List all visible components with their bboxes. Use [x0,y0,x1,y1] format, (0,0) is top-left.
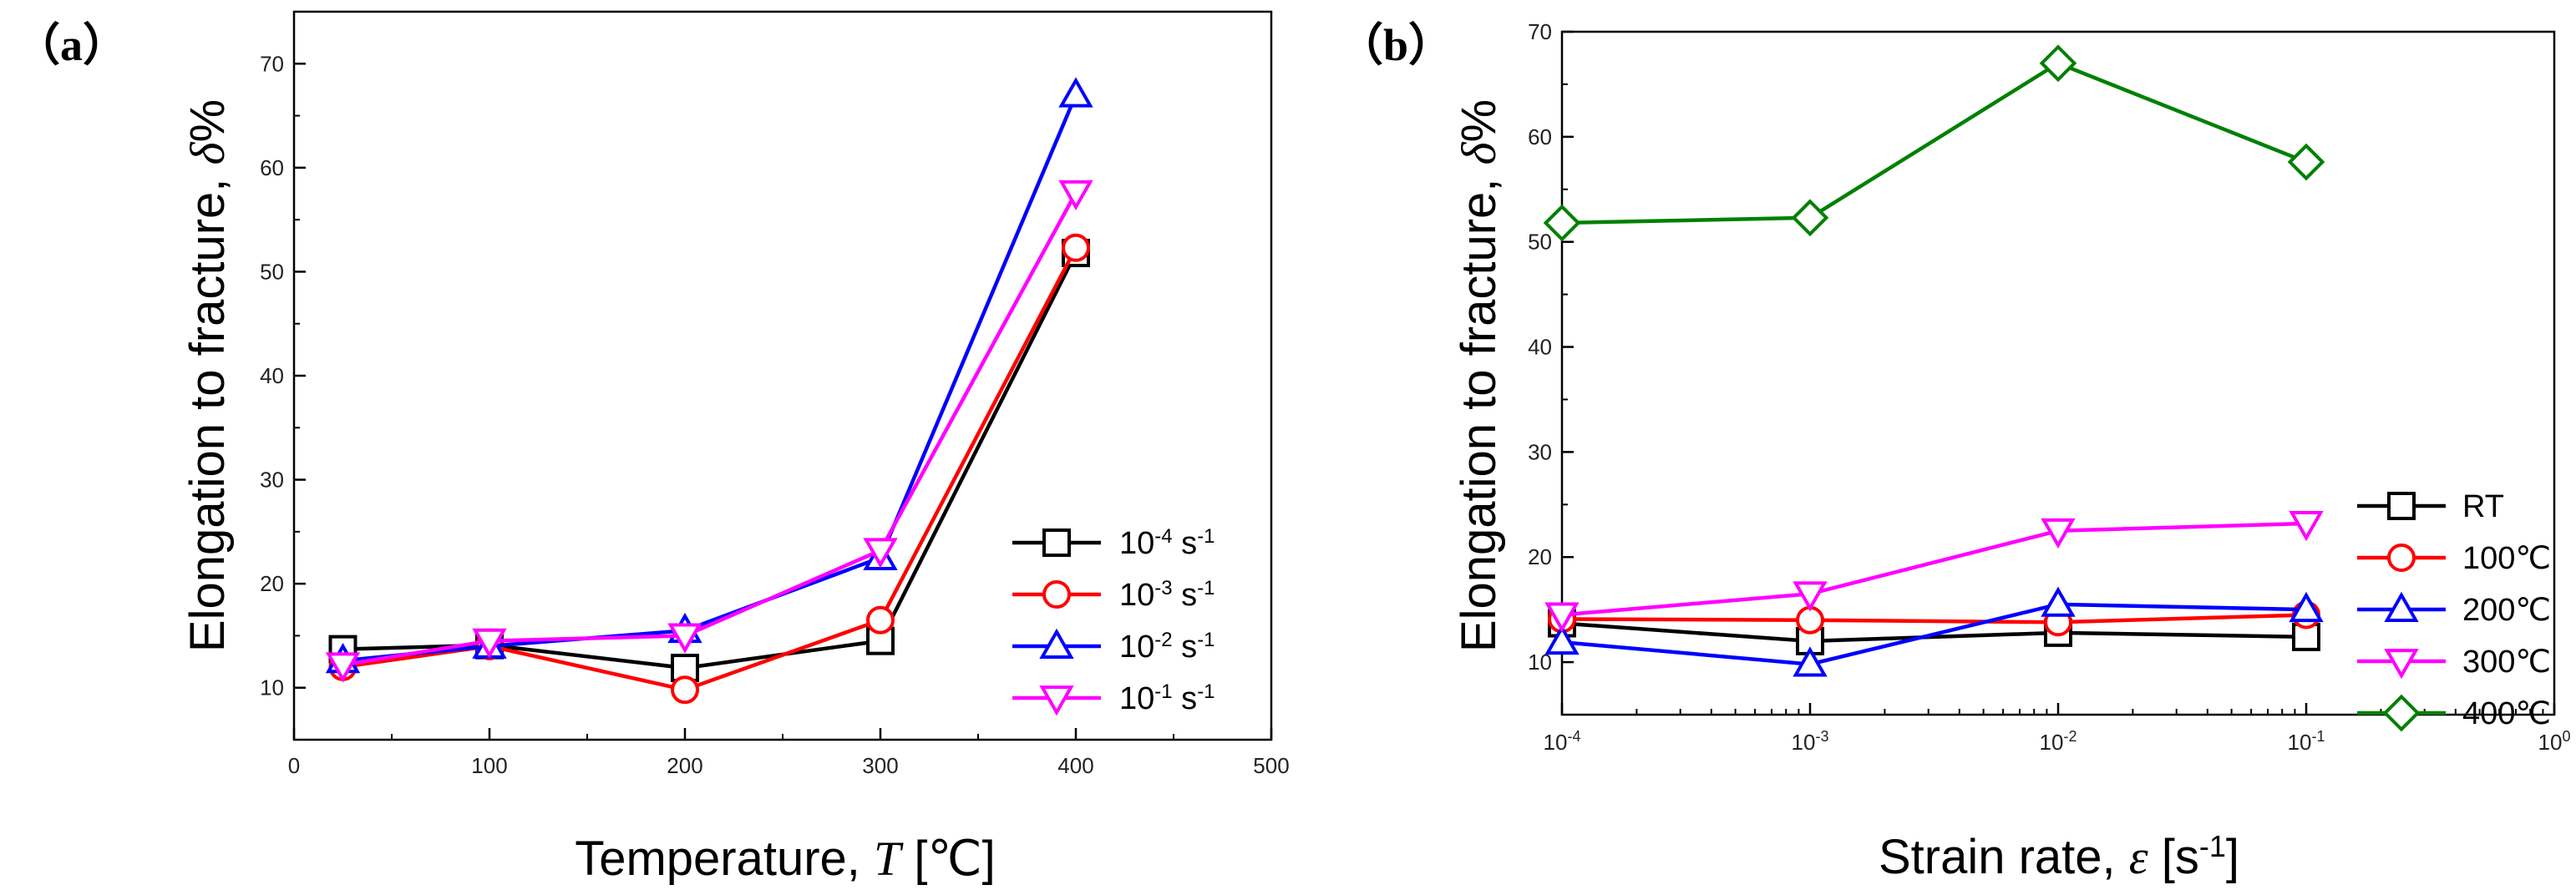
y-axis-label-b: Elongation to fracture, δ% [1452,99,1506,652]
x-tick-label-b: 10-2 [2040,728,2077,755]
series-b-3 [1544,511,2324,633]
data-point-b [1543,204,1581,242]
x-tick-label-a: 0 [288,753,300,778]
x-ticks-b: 10-4 10-3 10-2 10-1 100 [1544,703,2571,755]
x-axis-label-b: Strain rate, ε [s-1] [1879,829,2239,885]
x-tick-label-a: 400 [1057,753,1093,778]
series-line-b [1561,521,2307,617]
legend-label-a: 10-2 s-1 [1119,629,1215,665]
y-axis-label-a: Elongation to fracture, δ% [180,99,235,652]
data-point-b [1544,624,1580,655]
legend-marker-a [1039,685,1074,716]
data-point-b [1793,646,1828,677]
data-point-b [1793,581,1828,612]
legend-label-b: 100℃ [2462,541,2551,576]
data-point-b [2039,44,2077,83]
y-tick-label-a: 10 [260,675,284,700]
series-a-0 [328,239,1090,683]
data-point-a [863,538,898,569]
y-tick-label-b: 40 [1528,335,1552,360]
series-line-b [1561,61,2307,225]
data-point-b [1791,199,1829,237]
data-point-b [1544,602,1580,633]
data-point-a [472,628,507,659]
series-a-3 [325,180,1093,683]
y-tick-label-a: 60 [260,155,284,180]
data-point-b [2289,591,2324,623]
y-tick-label-a: 30 [260,468,284,493]
legend-label-a: 10-1 s-1 [1119,680,1215,717]
legend-marker-a [1042,528,1071,557]
legend-marker-b [2387,544,2416,572]
y-tick-label-b: 70 [1528,19,1552,44]
series-a [325,77,1093,705]
series-line-a [342,191,1078,667]
x-tick-label-a: 500 [1253,753,1289,778]
data-point-b [2289,511,2324,542]
series-b [1543,44,2325,677]
y-tick-label-a: 40 [260,363,284,388]
series-b-4 [1543,44,2325,242]
legend-label-b: 400℃ [2462,696,2551,731]
series-line-b [1561,602,2307,666]
x-tick-label-a: 100 [471,753,507,778]
chart-a: （a） 10 20 30 40 50 60 70 0 100 200 300 400 500 Temp… [15,10,1290,886]
x-tick-label-b: 10-4 [1544,728,1581,755]
y-tick-label-a: 20 [260,571,284,596]
data-point-a [1058,77,1093,108]
series-line-b [1561,621,2307,644]
x-tick-label-b: 10-3 [1792,728,1829,755]
legend-label-b: 300℃ [2462,645,2551,680]
y-tick-label-b: 30 [1528,439,1552,464]
x-tick-label-a: 200 [667,753,702,778]
data-point-a [866,605,895,635]
legend-b: RT 100℃ 200℃ 300℃ 400℃ [2357,489,2551,732]
legend-marker-b [2384,591,2419,622]
y-tick-label-a: 70 [260,51,284,76]
legend-marker-b [2387,492,2416,520]
x-tick-label-a: 300 [862,753,898,778]
data-point-a [667,623,702,654]
data-point-a [1062,233,1090,262]
panel-label-b: （b） [1338,20,1453,70]
panel-label-a: （a） [15,20,128,70]
data-point-a [325,652,361,683]
data-point-b [2041,586,2076,617]
x-axis-label-a: Temperature, T [℃] [575,832,996,886]
data-point-a [671,675,699,705]
x-tick-label-b: 100 [2538,728,2571,755]
series-a-1 [328,233,1090,705]
legend-label-a: 10-4 s-1 [1119,525,1215,562]
legend-marker-b [2384,649,2419,680]
legend-a: 10-4 s-1 10-3 s-1 10-2 s-1 10-1 s-1 [1012,525,1215,717]
data-point-a [1058,180,1093,211]
legend-marker-a [1042,580,1071,609]
series-line-a [342,94,1078,663]
series-line-b [1561,613,2307,625]
x-tick-label-b: 10-1 [2288,728,2325,755]
legend-marker-b [2382,694,2421,732]
legend-label-b: RT [2462,489,2504,524]
series-b-2 [1544,586,2324,677]
legend-label-a: 10-3 s-1 [1119,577,1215,614]
data-point-b [2041,518,2076,549]
y-tick-label-b: 20 [1528,544,1552,569]
x-ticks-a: 0 100 200 300 400 500 [288,728,1290,778]
data-point-b [2287,143,2325,181]
legend-label-b: 200℃ [2462,593,2551,628]
y-ticks-a: 10 20 30 40 50 60 70 [260,51,306,700]
y-tick-label-b: 50 [1528,230,1552,255]
y-tick-label-b: 60 [1528,124,1552,149]
legend-marker-a [1039,628,1074,659]
y-tick-label-a: 50 [260,259,284,284]
